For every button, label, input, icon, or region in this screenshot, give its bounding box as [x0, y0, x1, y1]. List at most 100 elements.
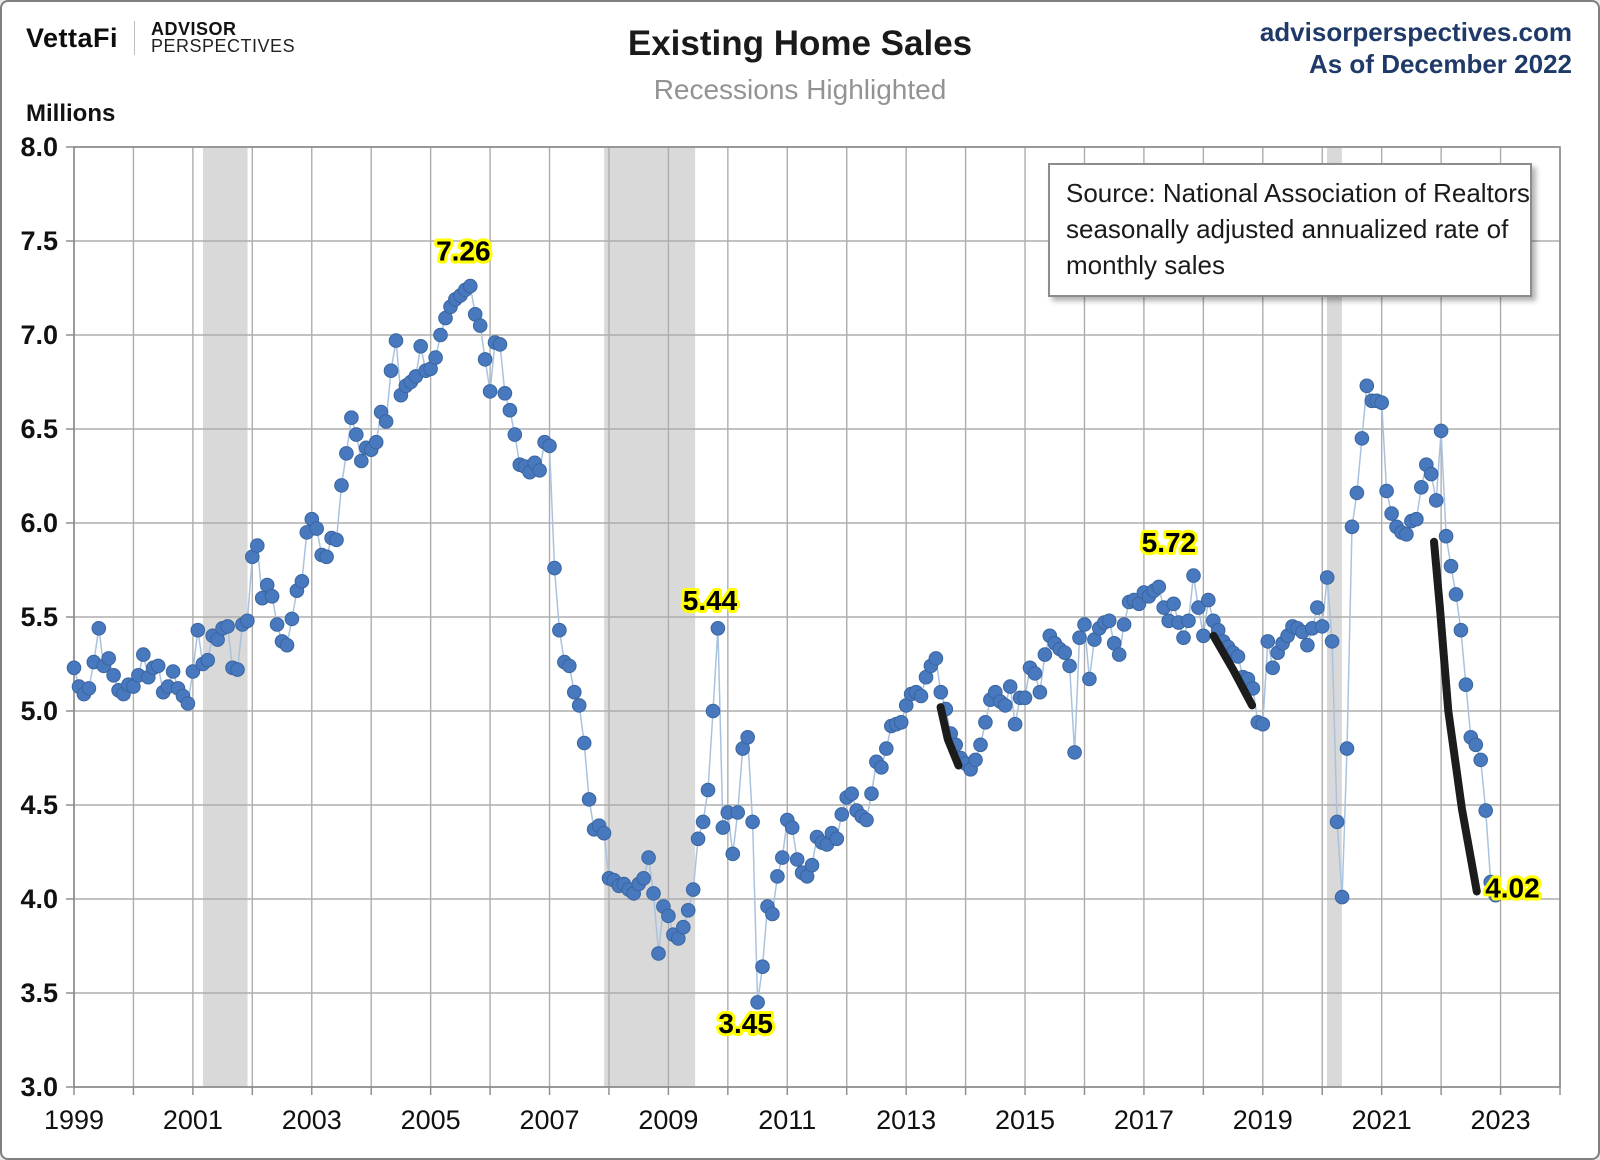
x-axis-label: 2017 — [1114, 1105, 1174, 1135]
x-axis-label: 2013 — [876, 1105, 936, 1135]
data-point — [309, 521, 325, 536]
data-point — [240, 613, 255, 629]
data-point — [220, 619, 235, 634]
data-point — [680, 903, 696, 918]
data-point — [1101, 613, 1117, 629]
y-axis-label: 4.5 — [20, 790, 58, 820]
y-axis-label: 7.5 — [20, 226, 58, 256]
trend-segment — [1430, 537, 1481, 896]
data-point — [973, 737, 988, 753]
x-axis-label: 1999 — [44, 1105, 104, 1135]
data-point — [388, 333, 404, 348]
data-point — [1166, 596, 1181, 612]
data-point — [1310, 600, 1325, 615]
data-point — [1334, 889, 1350, 905]
data-point — [1007, 716, 1023, 732]
y-axis-label: 5.0 — [20, 696, 58, 726]
trend-segment — [1209, 631, 1257, 710]
data-point — [874, 760, 889, 775]
data-point — [1453, 622, 1469, 638]
data-point — [997, 698, 1013, 713]
data-point — [1260, 634, 1276, 649]
data-point — [705, 703, 721, 719]
data-point — [542, 438, 557, 454]
as-of-date: As of December 2022 — [1308, 49, 1572, 79]
data-point — [1017, 690, 1033, 706]
data-point — [547, 560, 562, 576]
data-point — [755, 959, 770, 975]
data-point — [552, 622, 567, 638]
data-point — [1196, 628, 1211, 644]
data-point — [775, 850, 790, 865]
data-point — [339, 446, 354, 461]
y-axis-labels: 3.0 3.5 4.0 4.5 5.0 5.5 6.0 6.5 7.0 7.5 8.0 — [20, 132, 58, 1102]
data-point — [1300, 637, 1315, 653]
data-point — [1458, 677, 1474, 693]
x-axis-label: 2007 — [519, 1105, 579, 1135]
y-axis-label: 3.5 — [20, 978, 58, 1008]
source-note-box: Source: National Association of Realtors… — [1048, 163, 1532, 297]
data-point — [101, 651, 116, 666]
data-point — [651, 946, 666, 961]
data-point — [804, 857, 820, 873]
data-point — [770, 869, 785, 884]
data-point — [66, 660, 82, 676]
data-point — [349, 427, 364, 442]
data-point — [200, 652, 215, 668]
data-points — [66, 278, 1503, 1010]
data-point — [685, 882, 701, 897]
value-annotation: 3.45 — [718, 1008, 773, 1039]
data-point — [641, 850, 656, 865]
value-annotation: 5.44 — [683, 585, 738, 616]
data-point — [279, 637, 295, 653]
data-point — [784, 820, 800, 835]
x-axis-label: 2021 — [1352, 1105, 1412, 1135]
y-axis-label: 7.0 — [20, 320, 58, 350]
data-point — [765, 906, 780, 922]
data-point — [319, 549, 334, 565]
data-point — [1468, 737, 1484, 753]
data-point — [81, 681, 97, 696]
advisor-perspectives-logo: ADVISOR PERSPECTIVES — [151, 20, 295, 55]
data-point — [1201, 592, 1216, 608]
trend-segment — [936, 703, 963, 770]
data-point — [1414, 480, 1429, 495]
data-point — [1329, 814, 1345, 830]
data-point — [1443, 558, 1459, 574]
data-point — [1379, 483, 1394, 499]
value-annotation: 7.26 — [436, 235, 491, 266]
data-point — [1339, 741, 1355, 756]
data-point — [1483, 874, 1498, 890]
data-point — [482, 384, 498, 399]
data-point — [136, 647, 151, 662]
y-axis-label: 5.5 — [20, 602, 58, 632]
data-point — [1255, 716, 1271, 732]
data-point — [472, 318, 488, 333]
data-point — [715, 820, 731, 835]
value-annotation: 5.72 — [1142, 527, 1197, 558]
data-point — [106, 668, 121, 683]
data-point — [1423, 466, 1439, 482]
data-point — [428, 350, 443, 365]
data-point — [1324, 634, 1340, 649]
data-point — [1433, 423, 1449, 439]
data-point — [567, 684, 582, 700]
x-axis-label: 2015 — [995, 1105, 1055, 1135]
data-point — [562, 658, 577, 674]
data-point — [190, 622, 206, 638]
brand-lockup: VettaFi ADVISOR PERSPECTIVES — [26, 16, 295, 60]
data-point — [1473, 752, 1488, 768]
data-point — [230, 662, 245, 677]
trend-segments — [936, 537, 1481, 896]
data-point — [1116, 617, 1132, 632]
data-point — [636, 871, 651, 886]
data-point — [1176, 630, 1191, 646]
data-point — [1037, 647, 1053, 662]
data-point — [864, 786, 879, 802]
data-point — [1181, 613, 1196, 629]
data-point — [879, 741, 894, 756]
data-point — [829, 831, 845, 847]
data-point — [893, 715, 909, 730]
x-axis-label: 2023 — [1471, 1105, 1531, 1135]
